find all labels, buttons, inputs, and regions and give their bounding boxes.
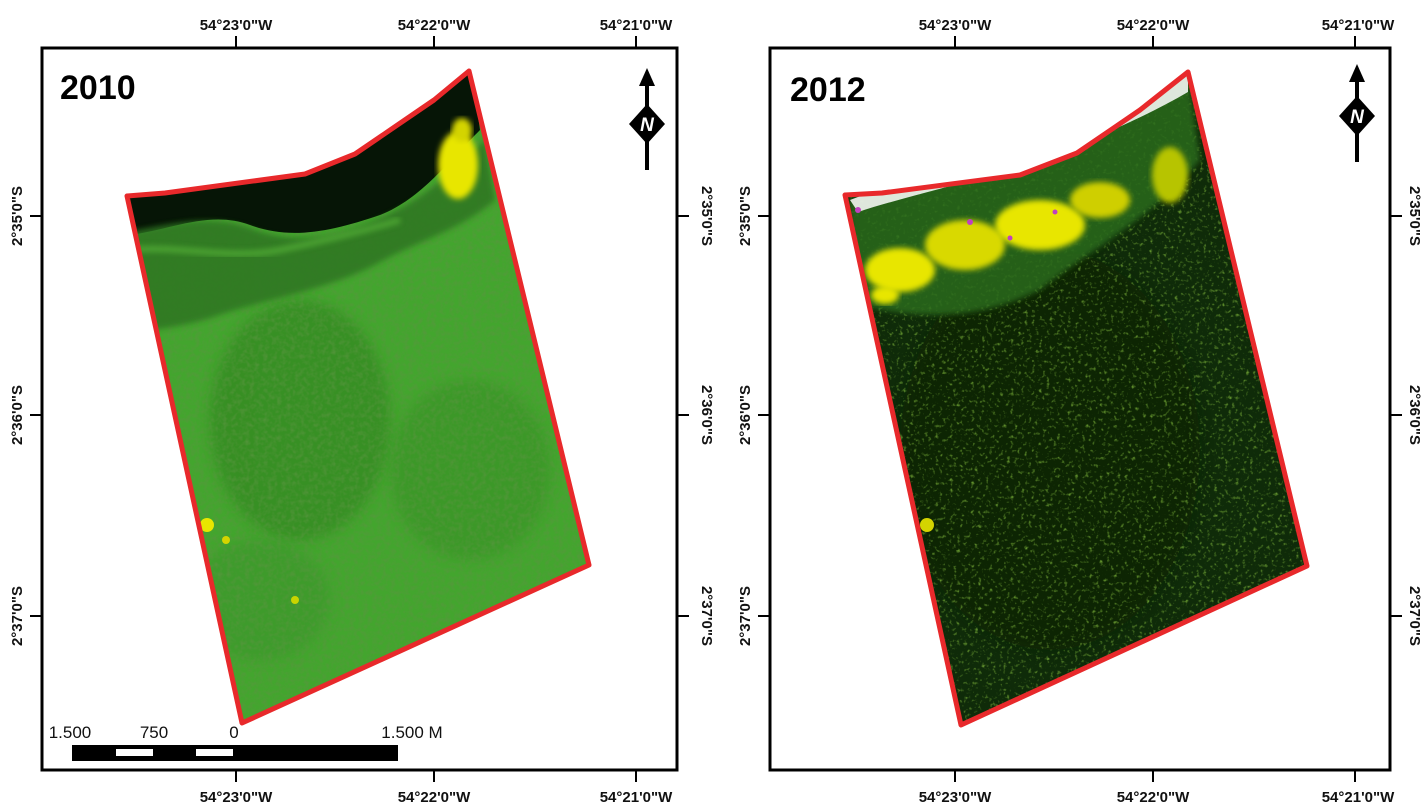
north-arrow-icon: N	[1339, 64, 1375, 162]
lat-label-left: 2°35'0"S	[9, 186, 26, 246]
lon-label-top: 54°21'0"W	[600, 17, 673, 34]
lon-label-top: 54°23'0"W	[200, 17, 273, 34]
scale-label: 750	[140, 723, 168, 742]
lat-label-right: 2°35'0"S	[698, 186, 715, 246]
map-panel-2010: 2010 54°23'0"W 54°22'0"W 54°21'0"W 54°23…	[30, 17, 715, 806]
lat-label-left: 2°37'0"S	[737, 586, 754, 646]
lon-label-bottom: 54°21'0"W	[1322, 789, 1395, 806]
scale-label: 1.500	[49, 723, 92, 742]
scale-label: 0	[229, 723, 238, 742]
lon-label-top: 54°22'0"W	[1117, 17, 1190, 34]
lat-label-right: 2°35'0"S	[1406, 186, 1423, 246]
lat-label-left: 2°35'0"S	[737, 186, 754, 246]
map-panel-2012: 2012 54°23'0"W 54°22'0"W 54°21'0"W 54°23…	[737, 17, 1423, 806]
lat-label-right: 2°36'0"S	[698, 385, 715, 445]
lon-label-bottom: 54°23'0"W	[200, 789, 273, 806]
north-arrow-icon: N	[629, 68, 665, 170]
panel-year-label: 2012	[790, 71, 866, 109]
lat-labels-left-2010: 2°35'0"S 2°36'0"S 2°37'0"S	[9, 186, 26, 646]
study-area-boundary	[124, 68, 592, 726]
lat-label-left: 2°36'0"S	[9, 385, 26, 445]
lon-label-top: 54°22'0"W	[398, 17, 471, 34]
lon-label-top: 54°23'0"W	[919, 17, 992, 34]
lat-label-left: 2°36'0"S	[737, 385, 754, 445]
scale-bar: 1.500 750 0 1.500 M	[49, 723, 443, 761]
lat-label-right: 2°36'0"S	[1406, 385, 1423, 445]
panel-year-label: 2010	[60, 69, 136, 107]
lon-label-bottom: 54°22'0"W	[398, 789, 471, 806]
scale-label: 1.500 M	[381, 723, 442, 742]
lon-label-bottom: 54°23'0"W	[919, 789, 992, 806]
lat-label-left: 2°37'0"S	[9, 586, 26, 646]
lon-label-bottom: 54°22'0"W	[1117, 789, 1190, 806]
svg-text:N: N	[640, 115, 655, 136]
svg-text:N: N	[1350, 107, 1365, 128]
lat-label-right: 2°37'0"S	[1406, 586, 1423, 646]
lon-label-top: 54°21'0"W	[1322, 17, 1395, 34]
lon-label-bottom: 54°21'0"W	[600, 789, 673, 806]
study-area-boundary	[842, 69, 1310, 728]
lat-label-right: 2°37'0"S	[698, 586, 715, 646]
